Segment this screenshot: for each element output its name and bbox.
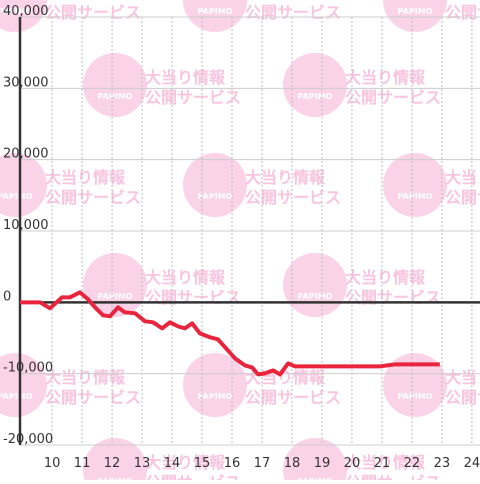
watermark-logo (283, 53, 347, 117)
x-tick-label: 18 (284, 456, 301, 471)
watermark-logo (83, 438, 147, 484)
watermark-logo-text: PAPIMO (298, 292, 333, 301)
watermark-logo-text: PAPIMO (198, 7, 233, 16)
line (20, 290, 440, 377)
watermark-logo (283, 438, 347, 484)
watermark-logo-text: PAPIMO (0, 392, 33, 401)
watermark-text: 公開サービス (445, 3, 480, 22)
watermark-text: 公開サービス (145, 473, 241, 480)
y-tick-label: 30,000 (3, 75, 49, 90)
watermark-text: 大当り情報 (245, 0, 326, 2)
x-tick-label: 20 (344, 456, 361, 471)
watermark-text: 大当り情報 (145, 268, 226, 287)
watermark-text: 公開サービス (245, 388, 341, 407)
watermark-text: 大当り情報 (445, 368, 480, 387)
watermark-logo (383, 153, 447, 217)
watermark-logo (183, 0, 247, 32)
watermark-text: 公開サービス (145, 88, 241, 107)
x-tick-label: 11 (74, 456, 91, 471)
watermark-logo (83, 53, 147, 117)
watermark-text: 公開サービス (245, 188, 341, 207)
watermark-logo-text: PAPIMO (198, 392, 233, 401)
x-tick-label: 19 (314, 456, 331, 471)
x-tick-label: 24 (464, 456, 480, 471)
grid: 10 11 12 13 14 15 16 17 18 19 20 21 22 23 24 -20,000 -10… (3, 4, 480, 471)
watermark-text: 大当り情報 (45, 168, 126, 187)
x-tick-label: 22 (404, 456, 421, 471)
watermark-logo (0, 0, 47, 32)
y-tick-label: 0 (3, 289, 11, 304)
watermark-logo-text: PAPIMO (98, 292, 133, 301)
plot (20, 290, 440, 377)
watermark-text: 公開サービス (345, 88, 441, 107)
watermark-logo (383, 353, 447, 417)
watermark-logo-text: PAPIMO (398, 392, 433, 401)
x-tick-label: 23 (434, 456, 451, 471)
watermark-logo (283, 253, 347, 317)
watermark-logo-text: PAPIMO (98, 92, 133, 101)
watermark-text: 大当り情報 (345, 453, 426, 472)
watermark-logo (183, 353, 247, 417)
watermark-logo (0, 153, 47, 217)
y-tick-label: 40,000 (3, 4, 49, 19)
watermark-logo (183, 153, 247, 217)
y-tick-label: 10,000 (3, 218, 49, 233)
watermark-text: 大当り情報 (345, 68, 426, 87)
watermark-logo-text: PAPIMO (198, 192, 233, 201)
watermark-text: 公開サービス (345, 288, 441, 307)
x-tick-label: 13 (134, 456, 151, 471)
watermark-text: 大当り情報 (45, 368, 126, 387)
x-tick-label: 10 (44, 456, 61, 471)
x-tick-label: 21 (374, 456, 391, 471)
watermark-text: 公開サービス (345, 473, 441, 480)
watermark-text: 公開サービス (445, 388, 480, 407)
watermark-text: 大当り情報 (145, 453, 226, 472)
y-tick-label: -20,000 (3, 432, 53, 447)
watermark-text: 大当り情報 (45, 0, 126, 2)
watermark-text: 公開サービス (245, 3, 341, 22)
x-tick-label: 14 (164, 456, 181, 471)
watermark-text: 公開サービス (445, 188, 480, 207)
watermark-logo (383, 0, 447, 32)
watermark-logo-text: PAPIMO (0, 7, 33, 16)
watermark-text: 大当り情報 (445, 0, 480, 2)
x-tick-label: 15 (194, 456, 211, 471)
watermark-text: 大当り情報 (345, 268, 426, 287)
watermark-logo (83, 253, 147, 317)
watermark-text: 大当り情報 (445, 168, 480, 187)
x-tick-label: 12 (104, 456, 121, 471)
x-tick-label: 17 (254, 456, 271, 471)
watermark-text: 公開サービス (145, 288, 241, 307)
watermark-logo-text: PAPIMO (298, 92, 333, 101)
x-tick-label: 16 (224, 456, 241, 471)
watermark-logo-text: PAPIMO (0, 192, 33, 201)
watermark-text: 公開サービス (45, 3, 141, 22)
watermark-text: 公開サービス (45, 388, 141, 407)
watermark-logo-text: PAPIMO (398, 7, 433, 16)
watermark-text: 大当り情報 (245, 168, 326, 187)
y-tick-label: -10,000 (3, 361, 53, 376)
watermark-logo (0, 353, 47, 417)
watermark-logo-text: PAPIMO (398, 192, 433, 201)
y-tick-label: 20,000 (3, 147, 49, 162)
watermark-text: 大当り情報 (145, 68, 226, 87)
watermark-text: 公開サービス (45, 188, 141, 207)
